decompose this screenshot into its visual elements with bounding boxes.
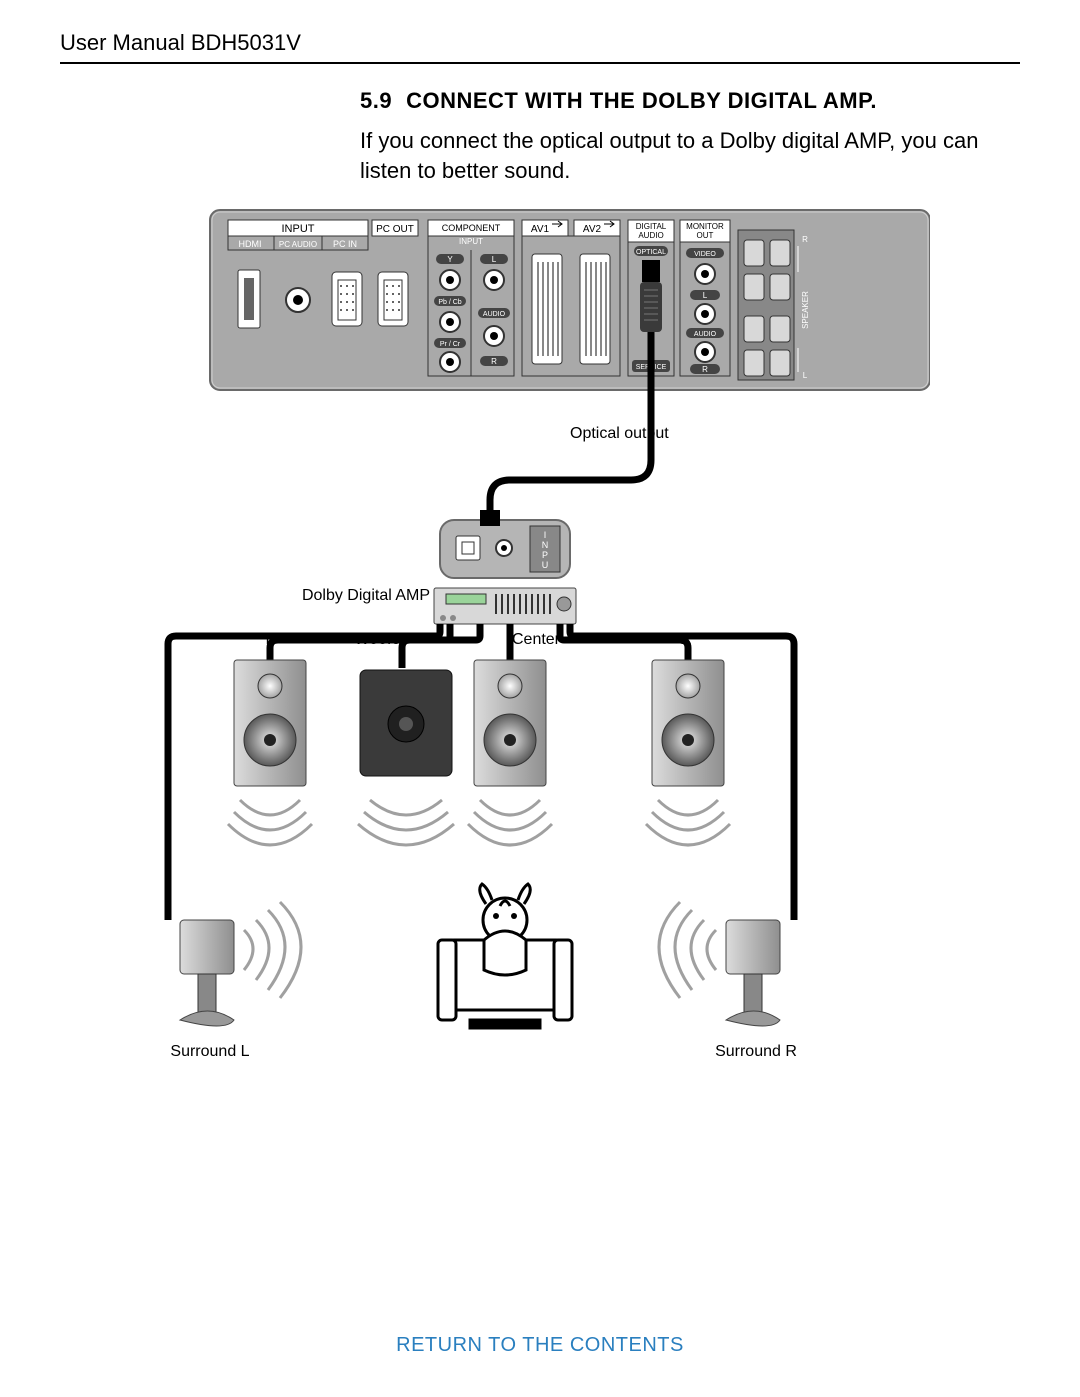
surround-speaker-l: [180, 920, 234, 1026]
section-title: CONNECT WITH THE DOLBY DIGITAL AMP.: [406, 88, 877, 113]
front-speaker-l: [234, 660, 306, 786]
label-mon-audio: AUDIO: [694, 331, 717, 338]
label-component: COMPONENT: [442, 223, 501, 233]
woofer: [360, 670, 452, 776]
label-digital2: AUDIO: [638, 231, 663, 240]
label-mon-r: R: [702, 365, 708, 374]
label-y: Y: [447, 255, 453, 264]
label-l: L: [266, 631, 275, 648]
label-comp-audio: AUDIO: [483, 311, 506, 318]
surround-speaker-r: [726, 920, 780, 1026]
label-digital: DIGITAL: [636, 222, 667, 231]
connection-diagram: INPUT HDMI PC AUDIO PC IN PC OU: [150, 200, 930, 1260]
label-optical: OPTICAL: [636, 249, 666, 256]
label-pbcb: Pb / Cb: [438, 299, 461, 306]
label-pcout: PC OUT: [376, 224, 414, 235]
rear-panel: INPUT HDMI PC AUDIO PC IN PC OU: [210, 210, 930, 390]
section-heading: 5.9 CONNECT WITH THE DOLBY DIGITAL AMP.: [360, 88, 1020, 114]
svg-text:N: N: [542, 540, 549, 550]
listener-icon: [438, 884, 572, 1028]
label-spk: SPEAKER: [801, 291, 810, 329]
label-monitor: MONITOR: [686, 222, 724, 231]
label-monitor2: OUT: [697, 231, 714, 240]
return-to-contents-link[interactable]: RETURN TO THE CONTENTS: [0, 1334, 1080, 1357]
label-surround-r: Surround R: [715, 1043, 797, 1060]
amp-receiver: [434, 588, 576, 624]
label-av1: AV1: [531, 224, 550, 235]
waves-surround-l: [244, 902, 301, 998]
label-spk-l: L: [803, 371, 808, 380]
label-pcin: PC IN: [333, 239, 357, 249]
label-amp: Dolby Digital AMP: [302, 587, 430, 604]
label-center: Center: [512, 631, 561, 648]
svg-text:U: U: [542, 560, 549, 570]
svg-text:P: P: [542, 550, 548, 560]
svg-text:I: I: [544, 530, 547, 540]
section-intro-text: If you connect the optical output to a D…: [360, 126, 980, 185]
label-mon-video: VIDEO: [694, 251, 716, 258]
amp-input-box: I N P U T: [440, 510, 570, 580]
label-component2: INPUT: [459, 237, 483, 246]
label-mon-l: L: [703, 291, 708, 300]
label-comp-r: R: [491, 357, 497, 366]
section-number: 5.9: [360, 88, 392, 113]
label-prcr: Pr / Cr: [440, 341, 461, 348]
label-pcaudio: PC AUDIO: [279, 240, 317, 249]
waves-surround-r: [659, 902, 716, 998]
front-speaker-r: [652, 660, 724, 786]
label-comp-l: L: [492, 255, 497, 264]
label-input: INPUT: [282, 223, 315, 235]
label-spk-r: R: [802, 235, 808, 244]
cable-r: [560, 624, 688, 660]
label-av2: AV2: [583, 224, 602, 235]
label-optical-output: Optical output: [570, 425, 669, 442]
label-r-speaker: R: [680, 631, 692, 648]
label-hdmi: HDMI: [239, 239, 262, 249]
label-woofer: Woofer: [354, 631, 406, 648]
center-speaker: [474, 660, 546, 786]
label-surround-l: Surround L: [170, 1043, 249, 1060]
waves-front: [228, 800, 730, 845]
page-header: User Manual BDH5031V: [60, 30, 1020, 64]
